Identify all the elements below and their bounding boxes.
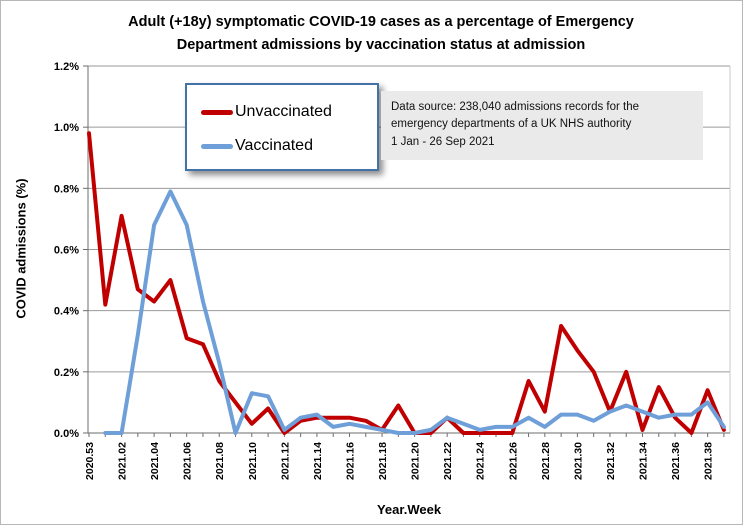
svg-text:2021.16: 2021.16 (344, 442, 356, 480)
svg-text:0.4%: 0.4% (54, 306, 79, 318)
svg-text:2021.22: 2021.22 (442, 442, 454, 480)
svg-text:0.8%: 0.8% (54, 183, 79, 195)
x-axis-title: Year.Week (376, 502, 442, 517)
svg-text:2021.28: 2021.28 (540, 442, 552, 480)
svg-text:0.0%: 0.0% (54, 428, 79, 440)
vaccinated-line-swatch (201, 143, 233, 149)
legend-item-unvaccinated: Unvaccinated (201, 95, 377, 129)
svg-text:2021.04: 2021.04 (149, 442, 161, 480)
legend-label-unvaccinated: Unvaccinated (235, 103, 332, 120)
chart-title-line1: Adult (+18y) symptomatic COVID-19 cases … (128, 14, 634, 30)
svg-text:2021.36: 2021.36 (670, 442, 682, 480)
unvaccinated-line-swatch (201, 109, 233, 115)
svg-text:2021.34: 2021.34 (638, 442, 650, 480)
svg-text:2021.30: 2021.30 (572, 442, 584, 480)
svg-text:0.6%: 0.6% (54, 245, 79, 257)
data-source-line1: Data source: 238,040 admissions records … (391, 101, 640, 113)
svg-text:2020.53: 2020.53 (84, 442, 96, 480)
svg-text:2021.10: 2021.10 (247, 442, 259, 480)
svg-text:2021.08: 2021.08 (214, 442, 226, 480)
chart-title-line2: Department admissions by vaccination sta… (176, 37, 586, 54)
data-source-note: Data source: 238,040 admissions records … (381, 91, 703, 160)
legend-label-vaccinated: Vaccinated (235, 137, 313, 154)
svg-text:2021.14: 2021.14 (312, 442, 324, 480)
legend-item-vaccinated: Vaccinated (201, 129, 377, 163)
svg-text:0.2%: 0.2% (54, 367, 79, 379)
svg-text:2021.38: 2021.38 (703, 442, 715, 480)
svg-text:1.2%: 1.2% (54, 61, 79, 73)
svg-text:2021.32: 2021.32 (605, 442, 617, 480)
svg-text:2021.02: 2021.02 (117, 442, 129, 480)
chart-title: Adult (+18y) symptomatic COVID-19 cases … (41, 11, 721, 57)
svg-text:1.0%: 1.0% (54, 122, 79, 134)
data-source-line3: 1 Jan - 26 Sep 2021 (391, 135, 495, 148)
svg-text:2021.18: 2021.18 (377, 442, 389, 480)
svg-text:2021.24: 2021.24 (475, 442, 487, 480)
svg-text:2021.12: 2021.12 (279, 442, 291, 480)
y-axis-title: COVID admissions (%) (13, 178, 29, 319)
legend: Unvaccinated Vaccinated (185, 83, 379, 171)
data-source-line2: emergency departments of a UK NHS author… (391, 118, 632, 131)
svg-text:2021.06: 2021.06 (182, 442, 194, 480)
svg-text:2021.20: 2021.20 (410, 442, 422, 480)
svg-text:2021.26: 2021.26 (507, 442, 519, 480)
